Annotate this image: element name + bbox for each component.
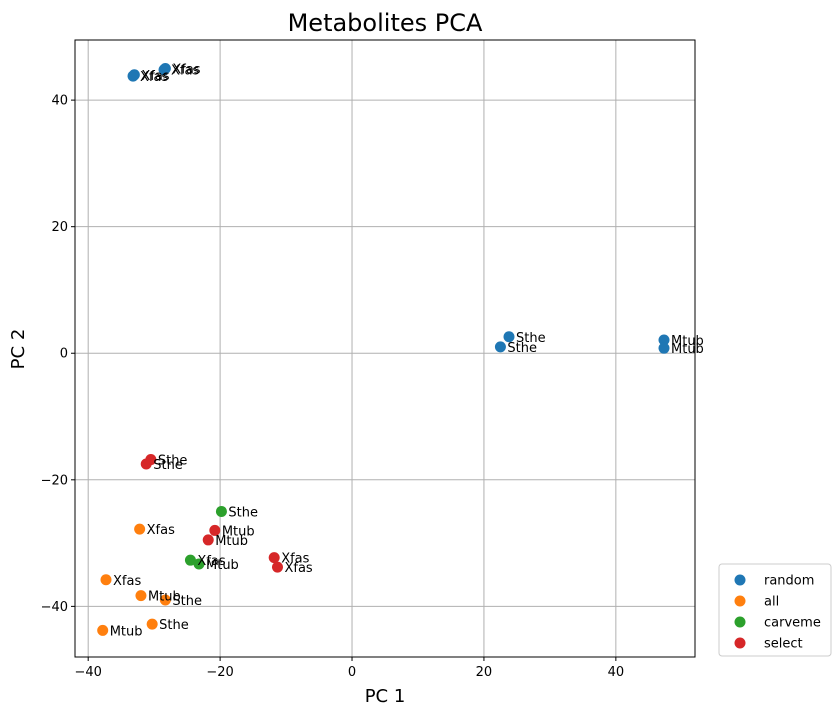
point-select xyxy=(271,561,283,573)
y-axis-ticks: −40 −20 0 20 40 xyxy=(41,94,75,615)
point-label: Mtub xyxy=(148,590,181,605)
point-random xyxy=(494,341,506,353)
x-tick-label: 0 xyxy=(348,665,356,680)
point-label: Sthe xyxy=(507,341,537,356)
point-label: Xfas xyxy=(281,552,309,567)
x-axis-ticks: −40 −20 0 20 40 xyxy=(74,657,624,680)
y-tick-label: −40 xyxy=(41,600,68,615)
point-label: Xfas xyxy=(172,62,200,77)
x-tick-label: 20 xyxy=(476,665,493,680)
point-label: Mtub xyxy=(671,342,704,357)
y-tick-label: −20 xyxy=(41,473,68,488)
y-axis-label: PC 2 xyxy=(8,329,29,370)
legend-label-select: select xyxy=(764,637,803,652)
point-label: Xfas xyxy=(140,70,168,85)
legend: random all carveme select xyxy=(718,563,832,657)
point-all xyxy=(146,618,158,630)
point-carveme xyxy=(215,505,227,517)
point-label: Xfas xyxy=(171,64,199,79)
point-label: Sthe xyxy=(158,454,188,469)
point-label: Sthe xyxy=(172,594,202,609)
x-tick-label: 40 xyxy=(608,665,625,680)
point-all xyxy=(135,590,147,602)
point-random xyxy=(503,331,515,343)
legend-box xyxy=(718,563,832,657)
y-tick-label: 0 xyxy=(60,347,68,362)
point-label: Mtub xyxy=(215,534,248,549)
data-points xyxy=(97,62,670,636)
point-label: Mtub xyxy=(206,558,239,573)
point-all xyxy=(100,574,112,586)
y-tick-label: 20 xyxy=(51,220,68,235)
point-label: Mtub xyxy=(110,624,143,639)
chart-title: Metabolites PCA xyxy=(288,9,483,37)
legend-marker-random xyxy=(734,574,746,586)
legend-label-carveme: carveme xyxy=(764,616,821,631)
point-label: Sthe xyxy=(516,331,546,346)
legend-marker-all xyxy=(734,595,746,607)
point-random xyxy=(658,342,670,354)
point-label: Xfas xyxy=(284,561,312,576)
point-select xyxy=(209,524,221,536)
point-label: Xfas xyxy=(141,69,169,84)
point-select xyxy=(268,552,280,564)
legend-marker-carveme xyxy=(734,616,746,628)
point-select xyxy=(140,458,152,470)
point-select xyxy=(202,534,214,546)
legend-label-random: random xyxy=(764,574,814,589)
point-label: Xfas xyxy=(197,554,225,569)
grid xyxy=(75,40,695,657)
point-label: Sthe xyxy=(153,458,183,473)
point-label: Xfas xyxy=(113,574,141,589)
legend-label-all: all xyxy=(764,595,779,610)
point-random xyxy=(658,334,670,346)
point-carveme xyxy=(184,554,196,566)
point-all xyxy=(134,523,146,535)
plot-frame xyxy=(74,39,696,658)
point-random xyxy=(127,70,139,82)
point-random xyxy=(158,64,170,76)
point-label: Mtub xyxy=(671,334,704,349)
x-axis-label: PC 1 xyxy=(365,686,406,707)
point-label: Sthe xyxy=(159,618,189,633)
legend-marker-select xyxy=(734,637,746,649)
point-label: Mtub xyxy=(222,524,255,539)
x-tick-label: −20 xyxy=(206,665,233,680)
y-tick-label: 40 xyxy=(51,94,68,109)
x-tick-label: −40 xyxy=(74,665,101,680)
point-all xyxy=(159,594,171,606)
point-all xyxy=(97,624,109,636)
point-carveme xyxy=(193,558,205,570)
point-label: Sthe xyxy=(228,505,258,520)
point-label: Xfas xyxy=(147,523,175,538)
